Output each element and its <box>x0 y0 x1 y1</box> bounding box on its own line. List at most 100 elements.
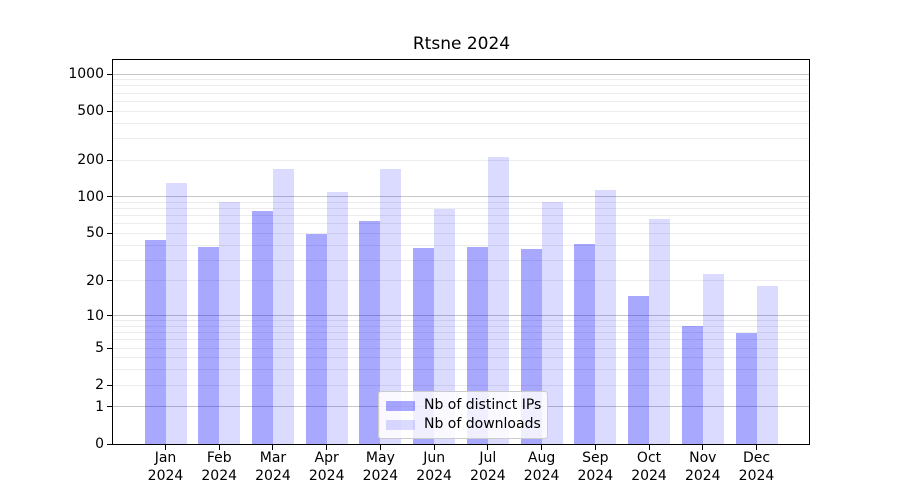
y-tick-label-10: 10 <box>86 307 104 324</box>
chart-title: Rtsne 2024 <box>412 34 511 54</box>
plot-area <box>112 59 810 445</box>
bar-downloads-oct <box>649 218 671 444</box>
minor-gridline-700 <box>113 92 809 94</box>
legend-swatch-1 <box>386 419 415 430</box>
y-tick-2 <box>107 384 112 386</box>
x-tick-9 <box>648 445 650 450</box>
minor-gridline-600 <box>113 100 809 102</box>
x-tick-7 <box>541 445 543 450</box>
x-tick-5 <box>433 445 435 450</box>
x-tick-10 <box>702 445 704 450</box>
minor-gridline-20 <box>113 280 809 282</box>
y-tick-10 <box>107 315 112 317</box>
y-tick-20 <box>107 280 112 282</box>
y-tick-200 <box>107 159 112 161</box>
bar-downloads-feb <box>219 201 241 444</box>
x-tick-0 <box>165 445 166 450</box>
major-gridline-100 <box>113 196 809 198</box>
y-tick-label-200: 200 <box>77 152 104 168</box>
minor-gridline-30 <box>113 259 809 261</box>
bar-downloads-nov <box>702 273 724 444</box>
x-tick-11 <box>756 445 757 450</box>
minor-gridline-80 <box>113 208 809 210</box>
y-tick-label-500: 500 <box>77 103 104 120</box>
y-tick-1 <box>107 406 112 408</box>
minor-gridline-200 <box>113 159 809 161</box>
minor-gridline-60 <box>113 223 809 225</box>
bar-ips-oct <box>628 295 650 444</box>
x-tick-label-4: May 2024 <box>362 450 399 484</box>
bar-downloads-may <box>380 168 402 444</box>
minor-gridline-500 <box>113 110 809 112</box>
y-tick-label-100: 100 <box>77 188 104 205</box>
x-tick-1 <box>218 445 220 450</box>
y-tick-500 <box>107 110 112 112</box>
bar-ips-mar <box>251 210 273 444</box>
minor-gridline-5 <box>113 347 809 349</box>
bar-ips-apr <box>305 233 327 444</box>
x-tick-4 <box>379 445 381 450</box>
y-tick-100 <box>107 196 112 198</box>
legend-row-1: Nb of downloads <box>386 416 541 432</box>
x-tick-label-9: Oct 2024 <box>631 450 667 484</box>
bar-downloads-jul <box>487 157 509 444</box>
legend-label-0: Nb of distinct IPs <box>424 397 542 413</box>
minor-gridline-2 <box>113 384 809 386</box>
minor-gridline-40 <box>113 244 809 246</box>
minor-gridline-9 <box>113 320 809 322</box>
bar-ips-sep <box>574 243 596 444</box>
x-tick-label-11: Dec 2024 <box>738 450 775 484</box>
x-tick-2 <box>272 445 274 450</box>
bar-ips-jan <box>144 240 166 444</box>
minor-gridline-300 <box>113 137 809 139</box>
x-tick-6 <box>487 445 489 450</box>
legend: Nb of distinct IPs Nb of downloads <box>378 391 548 439</box>
y-tick-label-20: 20 <box>86 272 104 289</box>
minor-gridline-4 <box>113 357 809 359</box>
x-tick-label-1: Feb 2024 <box>201 450 238 484</box>
bar-downloads-dec <box>756 286 778 444</box>
y-tick-label-5: 5 <box>95 340 104 357</box>
minor-gridline-400 <box>113 122 809 124</box>
bar-ips-may <box>359 220 381 444</box>
bar-ips-dec <box>735 332 757 444</box>
x-tick-label-10: Nov 2024 <box>684 450 721 484</box>
x-tick-label-0: Jan 2024 <box>147 450 184 484</box>
minor-gridline-800 <box>113 85 809 87</box>
bar-ips-feb <box>198 246 220 444</box>
minor-gridline-50 <box>113 232 809 234</box>
y-tick-0 <box>107 443 112 445</box>
x-tick-label-5: Jun 2024 <box>416 450 452 484</box>
y-tick-1000 <box>107 73 112 75</box>
x-tick-label-2: Mar 2024 <box>255 450 291 484</box>
y-tick-50 <box>107 232 112 234</box>
x-tick-label-6: Jul 2024 <box>470 450 506 484</box>
minor-gridline-900 <box>113 79 809 81</box>
legend-swatch-0 <box>386 400 415 411</box>
legend-row-0: Nb of distinct IPs <box>386 397 542 413</box>
y-tick-label-0: 0 <box>95 436 104 452</box>
bar-downloads-aug <box>541 202 563 444</box>
x-tick-label-7: Aug 2024 <box>523 450 560 484</box>
y-tick-label-2: 2 <box>95 377 104 394</box>
minor-gridline-8 <box>113 325 809 327</box>
legend-label-1: Nb of downloads <box>424 416 541 432</box>
x-tick-label-8: Sep 2024 <box>577 450 614 484</box>
bar-downloads-sep <box>595 189 617 444</box>
y-tick-label-50: 50 <box>86 225 104 242</box>
y-tick-label-1000: 1000 <box>68 66 104 83</box>
major-gridline-10 <box>113 315 809 317</box>
bar-downloads-jun <box>434 208 456 444</box>
minor-gridline-6 <box>113 339 809 341</box>
bar-downloads-apr <box>326 191 348 444</box>
bar-downloads-jan <box>165 182 187 444</box>
y-tick-label-1: 1 <box>95 398 104 415</box>
minor-gridline-3 <box>113 369 809 371</box>
x-tick-8 <box>594 445 596 450</box>
minor-gridline-7 <box>113 332 809 334</box>
y-tick-5 <box>107 347 112 349</box>
bar-ips-nov <box>681 326 703 444</box>
major-gridline-1000 <box>113 73 809 75</box>
minor-gridline-70 <box>113 215 809 217</box>
